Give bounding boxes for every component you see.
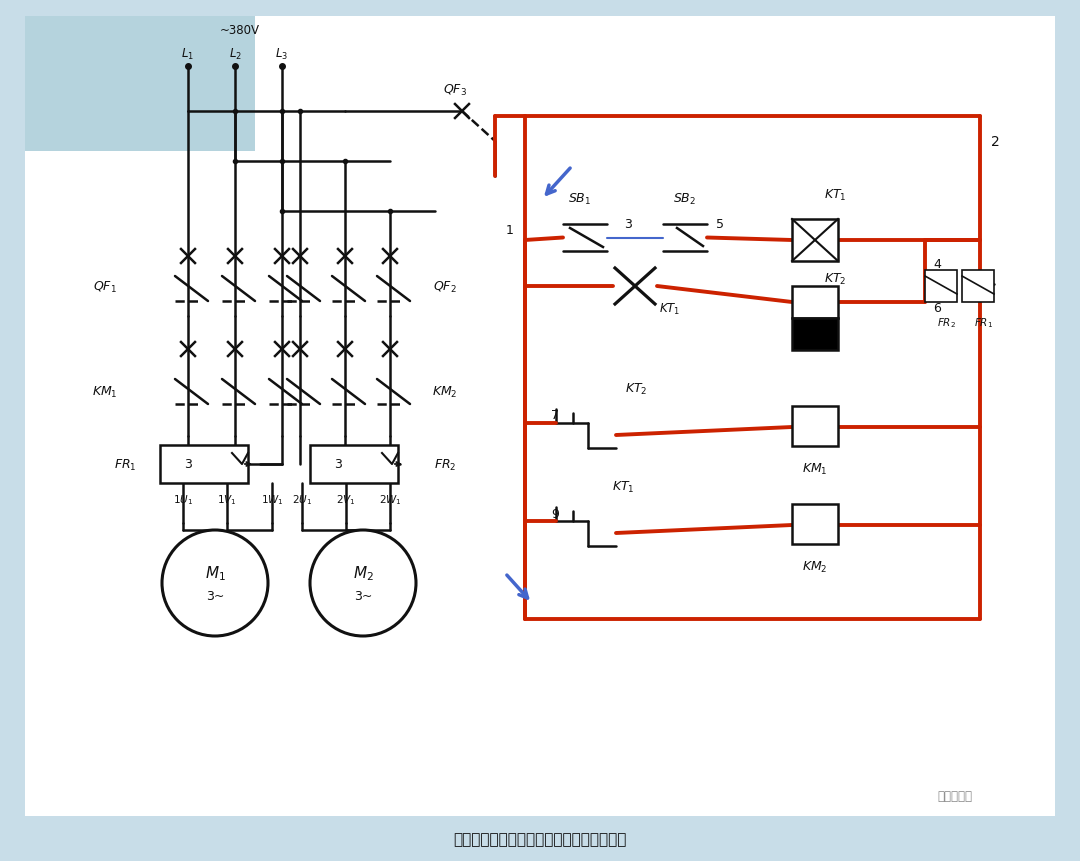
- Text: $2W_1$: $2W_1$: [379, 492, 402, 506]
- Text: $1V_1$: $1V_1$: [217, 492, 237, 506]
- Bar: [792, 319, 838, 350]
- Text: $KT_2$: $KT_2$: [624, 381, 647, 396]
- Text: $M_2$: $M_2$: [352, 564, 374, 583]
- Text: $FR_1$: $FR_1$: [974, 316, 994, 330]
- Bar: [792, 220, 838, 262]
- Text: $KM_2$: $KM_2$: [802, 559, 827, 574]
- Text: $2V_1$: $2V_1$: [336, 492, 355, 506]
- Text: 3: 3: [624, 218, 632, 232]
- Text: 3~: 3~: [206, 590, 225, 603]
- Text: $SB_2$: $SB_2$: [674, 191, 697, 207]
- Text: 小电工点点: 小电工点点: [937, 790, 972, 802]
- Text: 4: 4: [933, 258, 941, 271]
- Text: $M_1$: $M_1$: [204, 564, 226, 583]
- Text: $KT_1$: $KT_1$: [611, 479, 634, 494]
- Bar: [792, 287, 838, 319]
- Text: $1W_1$: $1W_1$: [260, 492, 283, 506]
- Text: $L_1$: $L_1$: [181, 46, 194, 61]
- Text: 3: 3: [334, 458, 342, 471]
- Text: $FR_2$: $FR_2$: [434, 457, 456, 472]
- Bar: [792, 505, 838, 544]
- Text: 6: 6: [933, 302, 941, 315]
- Bar: [160, 445, 248, 483]
- Text: 5: 5: [716, 218, 724, 232]
- Bar: [792, 406, 838, 447]
- Text: $KM_2$: $KM_2$: [432, 384, 458, 400]
- Text: ~380V: ~380V: [220, 23, 260, 36]
- Text: 7: 7: [551, 409, 559, 422]
- Text: $KT_1$: $KT_1$: [824, 187, 847, 202]
- Text: 时间继电器控制顺序启动、逆顺序停止电路: 时间继电器控制顺序启动、逆顺序停止电路: [454, 832, 626, 846]
- Text: 3~: 3~: [354, 590, 373, 603]
- Bar: [962, 270, 994, 303]
- Text: 3: 3: [184, 458, 192, 471]
- Text: $KT_2$: $KT_2$: [824, 271, 847, 286]
- Text: $QF_2$: $QF_2$: [433, 279, 457, 294]
- Text: $2U_1$: $2U_1$: [292, 492, 312, 506]
- Text: $1U_1$: $1U_1$: [173, 492, 193, 506]
- Text: 2: 2: [990, 135, 999, 149]
- Text: $SB_1$: $SB_1$: [568, 191, 592, 207]
- Bar: [310, 445, 399, 483]
- Text: $QF_3$: $QF_3$: [443, 83, 467, 97]
- Bar: [924, 270, 957, 303]
- Text: $KT_1$: $KT_1$: [659, 301, 680, 316]
- Text: $QF_1$: $QF_1$: [93, 279, 117, 294]
- Text: $L_2$: $L_2$: [229, 46, 242, 61]
- Text: $L_3$: $L_3$: [275, 46, 288, 61]
- Circle shape: [162, 530, 268, 636]
- Text: $KM_1$: $KM_1$: [802, 461, 828, 476]
- Text: $KM_1$: $KM_1$: [92, 384, 118, 400]
- Bar: [25, 17, 255, 152]
- Text: $FR_1$: $FR_1$: [113, 457, 136, 472]
- Circle shape: [310, 530, 416, 636]
- Text: 9: 9: [551, 507, 559, 520]
- Text: 1: 1: [507, 223, 514, 236]
- Text: $FR_2$: $FR_2$: [937, 316, 957, 330]
